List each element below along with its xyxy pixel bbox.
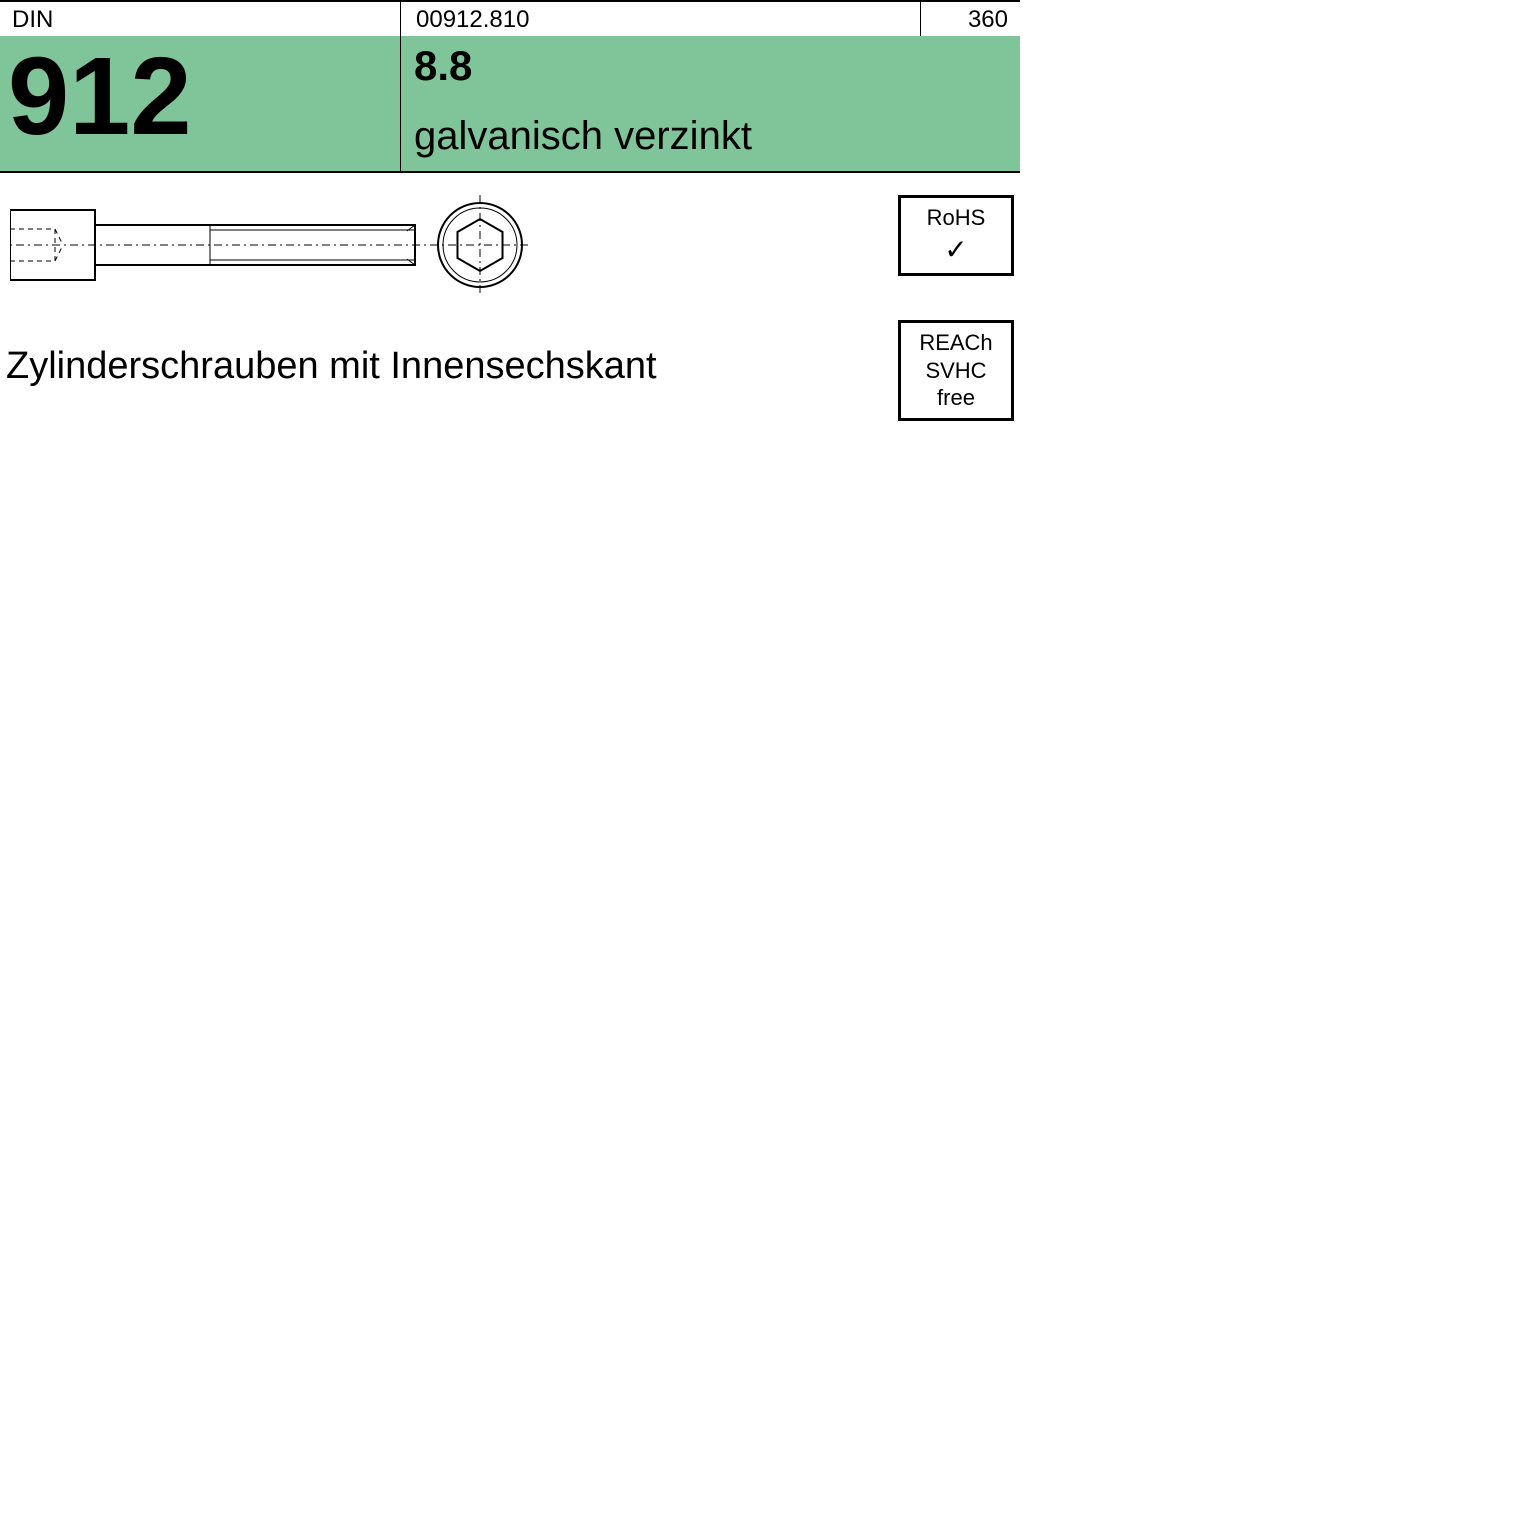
header-divider-1 [400, 2, 401, 38]
reach-line2: SVHC [901, 357, 1011, 385]
item-code: 00912.810 [410, 2, 535, 38]
coating-text: galvanisch verzinkt [414, 114, 752, 159]
page-number: 360 [962, 2, 1014, 38]
check-icon: ✓ [901, 232, 1011, 267]
title-block-divider [400, 36, 401, 171]
standard-label: DIN [6, 2, 59, 38]
screw-diagram [10, 195, 550, 305]
header-divider-2 [920, 2, 921, 38]
header-row: DIN 00912.810 360 [0, 0, 1020, 39]
strength-grade: 8.8 [414, 42, 472, 90]
datasheet-page: DIN 00912.810 360 912 8.8 galvanisch ver… [0, 0, 1020, 430]
rohs-label: RoHS [927, 205, 986, 230]
reach-line1: REACh [901, 329, 1011, 357]
product-description: Zylinderschrauben mit Innensechskant [6, 345, 657, 388]
title-block: 912 8.8 galvanisch verzinkt [0, 36, 1020, 173]
rohs-badge: RoHS ✓ [898, 195, 1014, 276]
standard-number: 912 [8, 36, 192, 157]
reach-line3: free [901, 384, 1011, 412]
reach-badge: REACh SVHC free [898, 320, 1014, 421]
